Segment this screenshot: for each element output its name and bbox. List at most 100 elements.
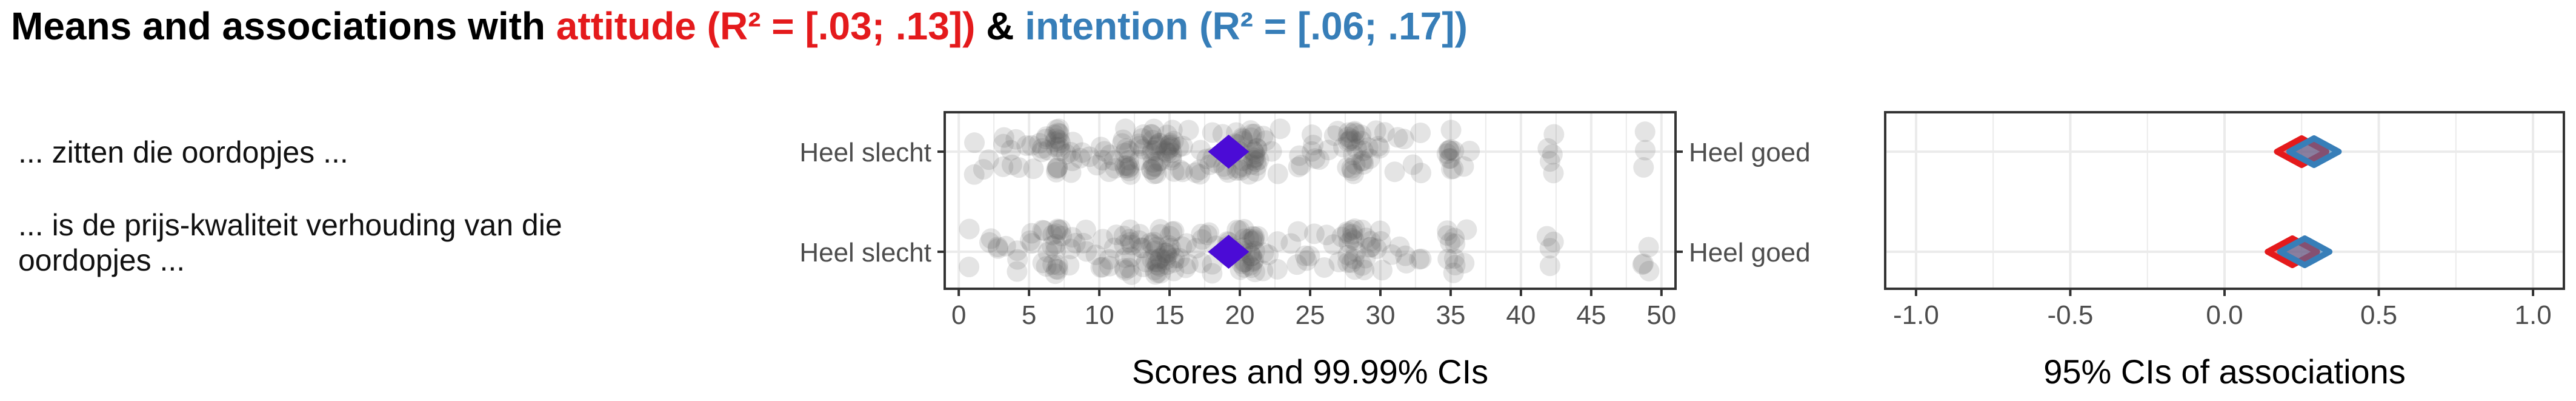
score-point — [1035, 129, 1056, 150]
score-point — [1543, 124, 1565, 145]
score-point — [1156, 254, 1177, 275]
score-point — [1060, 162, 1082, 183]
score-point — [1243, 230, 1264, 251]
score-point — [1445, 233, 1466, 254]
score-point — [979, 232, 1000, 253]
score-point — [1359, 237, 1380, 258]
score-point — [1353, 150, 1374, 171]
score-point — [1191, 229, 1213, 250]
score-point — [1345, 123, 1366, 144]
title-intention: intention (R² = [.06; .17]) — [1025, 4, 1468, 48]
score-point — [1360, 237, 1382, 258]
score-point — [1093, 229, 1114, 250]
score-point — [1633, 157, 1654, 178]
scores-x-tick-label: 25 — [1296, 300, 1325, 330]
mean-marker-item-1 — [1208, 135, 1250, 169]
score-point — [1340, 128, 1362, 149]
score-point — [1146, 136, 1167, 157]
score-point — [1047, 157, 1068, 178]
score-point — [1439, 148, 1460, 169]
score-point — [1087, 155, 1108, 176]
title-amp: & — [975, 4, 1025, 48]
score-point — [1243, 249, 1265, 271]
score-point — [1323, 234, 1344, 255]
score-point — [1185, 238, 1206, 259]
score-point — [1031, 138, 1053, 159]
score-point — [1163, 221, 1185, 242]
score-point — [1190, 140, 1211, 161]
score-point — [1539, 238, 1560, 259]
score-point — [1384, 161, 1405, 183]
score-point — [1244, 229, 1265, 250]
score-point — [1381, 244, 1402, 265]
score-point — [1240, 120, 1261, 141]
association-ci-diamond-intention — [2277, 235, 2333, 268]
score-point — [1021, 223, 1042, 244]
score-point — [1046, 161, 1067, 183]
score-point — [1076, 241, 1097, 262]
scores-x-tick-label: 5 — [1022, 300, 1036, 330]
score-point — [1048, 136, 1070, 158]
score-point — [1148, 150, 1169, 172]
score-point — [1001, 154, 1022, 175]
score-point — [1410, 122, 1431, 143]
score-point — [1439, 140, 1460, 161]
score-point — [1242, 140, 1263, 161]
score-point — [964, 132, 985, 153]
score-point — [1142, 140, 1163, 161]
score-point — [1437, 225, 1458, 246]
score-point — [1239, 255, 1260, 276]
score-point — [1021, 233, 1042, 254]
score-point — [1233, 156, 1254, 177]
score-point — [1145, 240, 1166, 261]
score-point — [1437, 220, 1458, 241]
score-point — [1121, 246, 1142, 268]
score-point — [1079, 146, 1100, 167]
score-point — [1199, 222, 1220, 243]
score-point — [973, 159, 994, 180]
score-point — [1395, 245, 1416, 266]
score-point — [1085, 244, 1107, 266]
score-point — [1129, 223, 1150, 244]
score-point — [1351, 150, 1373, 172]
score-point — [1157, 142, 1178, 163]
score-point — [995, 235, 1016, 257]
score-point — [1539, 151, 1560, 172]
score-point — [1157, 124, 1178, 146]
score-point — [1338, 232, 1359, 253]
scores-x-tick-label: 20 — [1225, 300, 1255, 330]
score-point — [1099, 161, 1120, 182]
score-point — [1159, 241, 1180, 262]
score-point — [1169, 248, 1190, 269]
score-point — [1370, 220, 1391, 241]
score-point — [1303, 135, 1324, 156]
score-point — [1440, 148, 1461, 169]
score-point — [1070, 147, 1091, 169]
score-point — [1243, 147, 1265, 169]
score-point — [1116, 138, 1137, 159]
right-anchor-label: Heel goed — [1689, 138, 1811, 167]
score-point — [1443, 262, 1464, 283]
score-point — [1243, 150, 1264, 171]
score-point — [1159, 226, 1180, 247]
score-point — [1044, 124, 1065, 146]
score-point — [1000, 140, 1022, 161]
score-point — [1150, 224, 1171, 245]
score-point — [1114, 260, 1136, 281]
assoc-x-tick-label: -0.5 — [2048, 300, 2094, 330]
score-point — [1177, 254, 1199, 275]
score-point — [1036, 126, 1057, 147]
score-point — [1062, 132, 1083, 153]
score-point — [1071, 142, 1093, 163]
score-point — [1046, 158, 1067, 180]
score-point — [1163, 260, 1185, 281]
score-point — [1163, 161, 1185, 182]
score-point — [1344, 121, 1365, 142]
score-point — [1092, 257, 1113, 278]
score-point — [1346, 138, 1367, 160]
title-attitude: attitude (R² = [.03; .13]) — [556, 4, 976, 48]
score-point — [1242, 251, 1263, 272]
score-point — [1355, 248, 1376, 269]
score-point — [1019, 230, 1040, 251]
score-point — [1119, 257, 1140, 278]
